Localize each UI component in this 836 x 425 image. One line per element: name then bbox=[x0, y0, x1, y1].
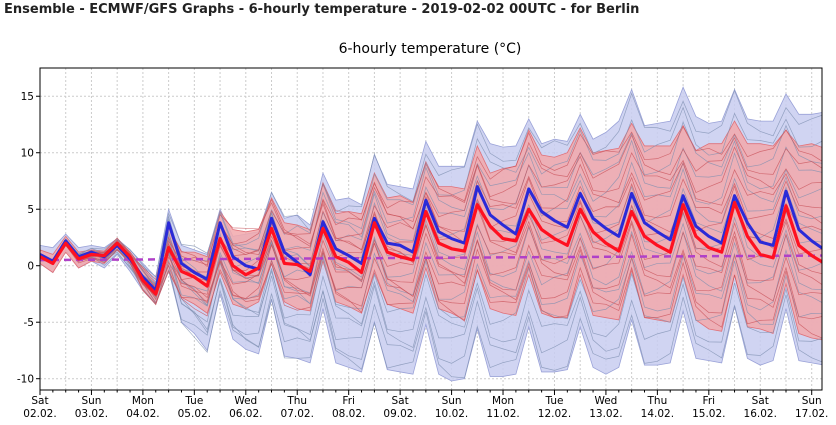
x-tick-weekday: Sat bbox=[392, 395, 409, 407]
climate-line bbox=[39, 254, 823, 262]
y-tick-label: 10 bbox=[21, 148, 34, 160]
x-tick-weekday: Sun bbox=[81, 395, 101, 407]
chart-title: 6-hourly temperature (°C) bbox=[339, 41, 522, 57]
x-tick-date: 05.02. bbox=[178, 408, 211, 420]
x-tick-date: 06.02. bbox=[229, 408, 262, 420]
ecmwf-member-line bbox=[40, 89, 822, 286]
ecmwf-member-line bbox=[40, 242, 822, 364]
x-tick-weekday: Tue bbox=[184, 395, 203, 407]
ecmwf-member-line bbox=[40, 240, 822, 379]
x-tick-weekday: Sun bbox=[442, 395, 462, 407]
x-tick-weekday: Wed bbox=[234, 395, 257, 407]
x-tick-weekday: Fri bbox=[342, 395, 355, 407]
x-tick-weekday: Thu bbox=[647, 395, 668, 407]
ecmwf-member-line bbox=[40, 242, 822, 348]
y-tick-label: -5 bbox=[24, 317, 34, 329]
y-tick-label: 0 bbox=[27, 261, 34, 273]
x-tick-date: 02.02. bbox=[23, 408, 56, 420]
x-tick-weekday: Sat bbox=[31, 395, 48, 407]
y-tick-label: 5 bbox=[27, 204, 34, 216]
x-tick-weekday: Sun bbox=[802, 395, 822, 407]
page-title: Ensemble - ECMWF/GFS Graphs - 6-hourly t… bbox=[4, 2, 640, 17]
ecmwf-mean-line bbox=[40, 185, 822, 293]
x-tick-date: 09.02. bbox=[383, 408, 416, 420]
x-tick-weekday: Sat bbox=[752, 395, 769, 407]
gfs-mean-line bbox=[40, 200, 822, 296]
y-tick-label: -10 bbox=[17, 374, 34, 386]
x-tick-weekday: Tue bbox=[545, 395, 564, 407]
gfs-member-line bbox=[40, 146, 822, 296]
x-tick-date: 11.02. bbox=[486, 408, 519, 420]
gfs-member-line bbox=[40, 242, 822, 320]
x-tick-date: 03.02. bbox=[75, 408, 108, 420]
x-tick-date: 12.02. bbox=[538, 408, 571, 420]
x-tick-date: 17.02. bbox=[795, 408, 828, 420]
x-tick-weekday: Wed bbox=[594, 395, 617, 407]
x-tick-date: 07.02. bbox=[281, 408, 314, 420]
ecmwf-member-line bbox=[40, 240, 822, 336]
x-tick-weekday: Mon bbox=[492, 395, 514, 407]
x-tick-date: 08.02. bbox=[332, 408, 365, 420]
plot-area: -10-5051015Sat02.02.Sun03.02.Mon04.02.Tu… bbox=[17, 67, 828, 420]
x-tick-date: 13.02. bbox=[589, 408, 622, 420]
x-tick-date: 10.02. bbox=[435, 408, 468, 420]
x-tick-weekday: Fri bbox=[703, 395, 716, 407]
gfs-member-line bbox=[40, 222, 822, 304]
y-tick-label: 15 bbox=[21, 91, 34, 103]
gfs-member-line bbox=[40, 233, 822, 306]
ecmwf-member-line bbox=[40, 152, 822, 294]
x-tick-date: 15.02. bbox=[692, 408, 725, 420]
gfs-member-line bbox=[40, 199, 822, 301]
x-tick-date: 04.02. bbox=[126, 408, 159, 420]
x-tick-date: 16.02. bbox=[744, 408, 777, 420]
x-tick-weekday: Thu bbox=[286, 395, 307, 407]
plot-frame bbox=[39, 67, 823, 391]
x-tick-date: 14.02. bbox=[641, 408, 674, 420]
ecmwf-member-line bbox=[40, 120, 822, 278]
ecmwf-member-line bbox=[40, 199, 822, 307]
gfs-member-line bbox=[40, 210, 822, 295]
gfs-member-line bbox=[40, 176, 822, 287]
x-tick-weekday: Mon bbox=[132, 395, 154, 407]
